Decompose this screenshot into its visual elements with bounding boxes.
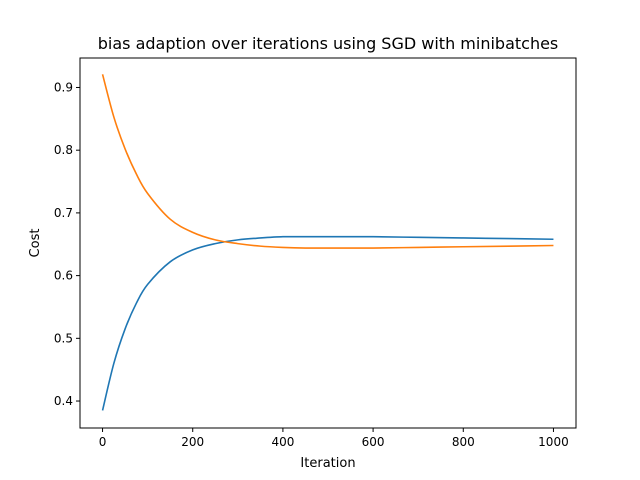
- series-line-2: [101, 74, 554, 249]
- series-line-1: [101, 235, 554, 411]
- chart-title: bias adaption over iterations using SGD …: [98, 34, 559, 53]
- x-tick-label: 200: [181, 435, 204, 449]
- y-tick-label: 0.7: [54, 206, 73, 220]
- y-tick-label: 0.5: [54, 331, 73, 345]
- x-axis: 0 200 400 600 800 1000: [99, 428, 569, 449]
- plot-lines: [101, 74, 554, 411]
- x-tick-label: 0: [99, 435, 107, 449]
- x-axis-label: Iteration: [300, 456, 355, 471]
- y-tick-label: 0.8: [54, 143, 73, 157]
- x-tick-label: 800: [452, 435, 475, 449]
- x-tick-label: 400: [271, 435, 294, 449]
- y-tick-label: 0.9: [54, 80, 73, 94]
- plot-frame: [79, 57, 577, 429]
- x-tick-label: 1000: [538, 435, 569, 449]
- y-tick-label: 0.6: [54, 269, 73, 283]
- x-tick-label: 600: [362, 435, 385, 449]
- y-axis-label: Cost: [28, 229, 43, 258]
- y-axis: 0.4 0.5 0.6 0.7 0.8 0.9: [54, 80, 80, 408]
- y-tick-label: 0.4: [54, 394, 73, 408]
